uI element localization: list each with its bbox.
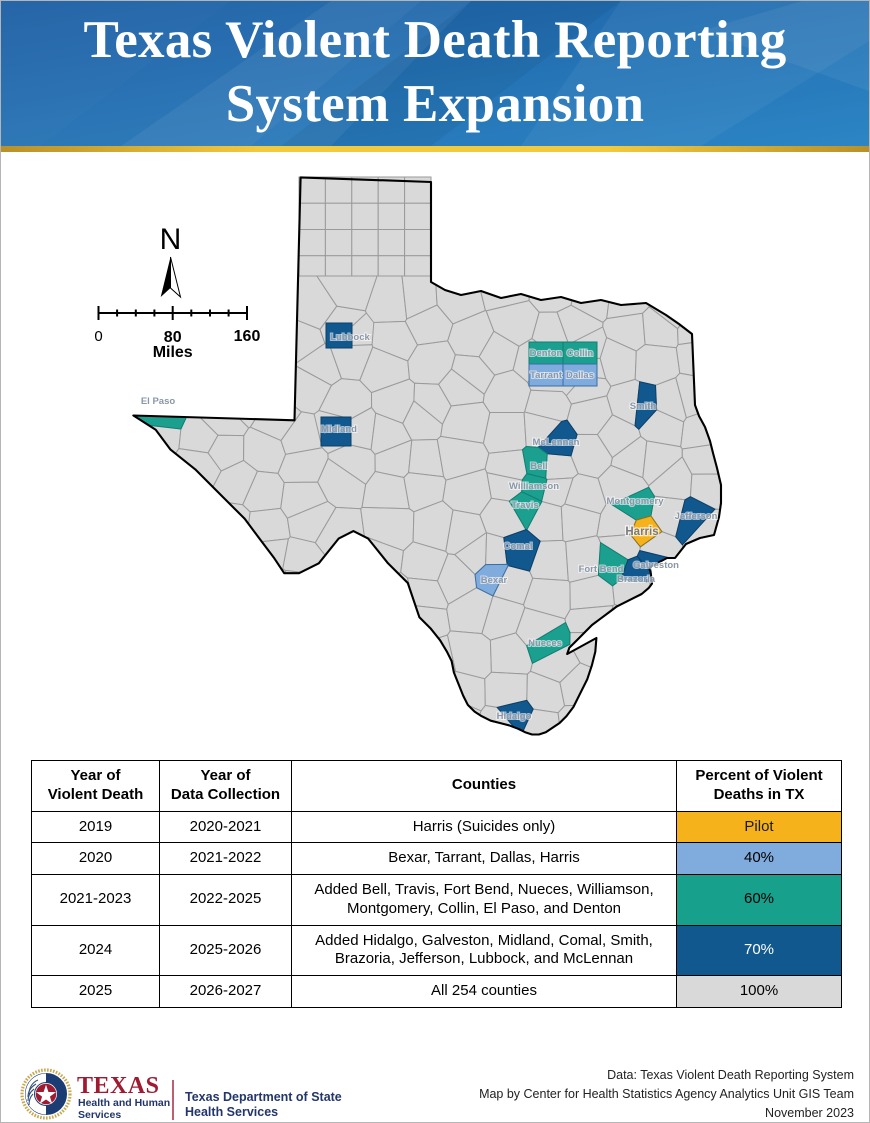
svg-text:Texas Department of State: Texas Department of State <box>185 1090 342 1104</box>
svg-text:Health and Human: Health and Human <box>78 1097 170 1109</box>
svg-text:El Paso: El Paso <box>141 396 176 407</box>
svg-text:N: N <box>160 223 182 256</box>
svg-text:0: 0 <box>94 328 102 345</box>
svg-text:160: 160 <box>234 328 261 345</box>
svg-text:TEXAS: TEXAS <box>77 1073 160 1099</box>
svg-text:Services: Services <box>78 1109 121 1121</box>
svg-text:Miles: Miles <box>153 344 193 361</box>
svg-text:Health Services: Health Services <box>185 1105 278 1119</box>
